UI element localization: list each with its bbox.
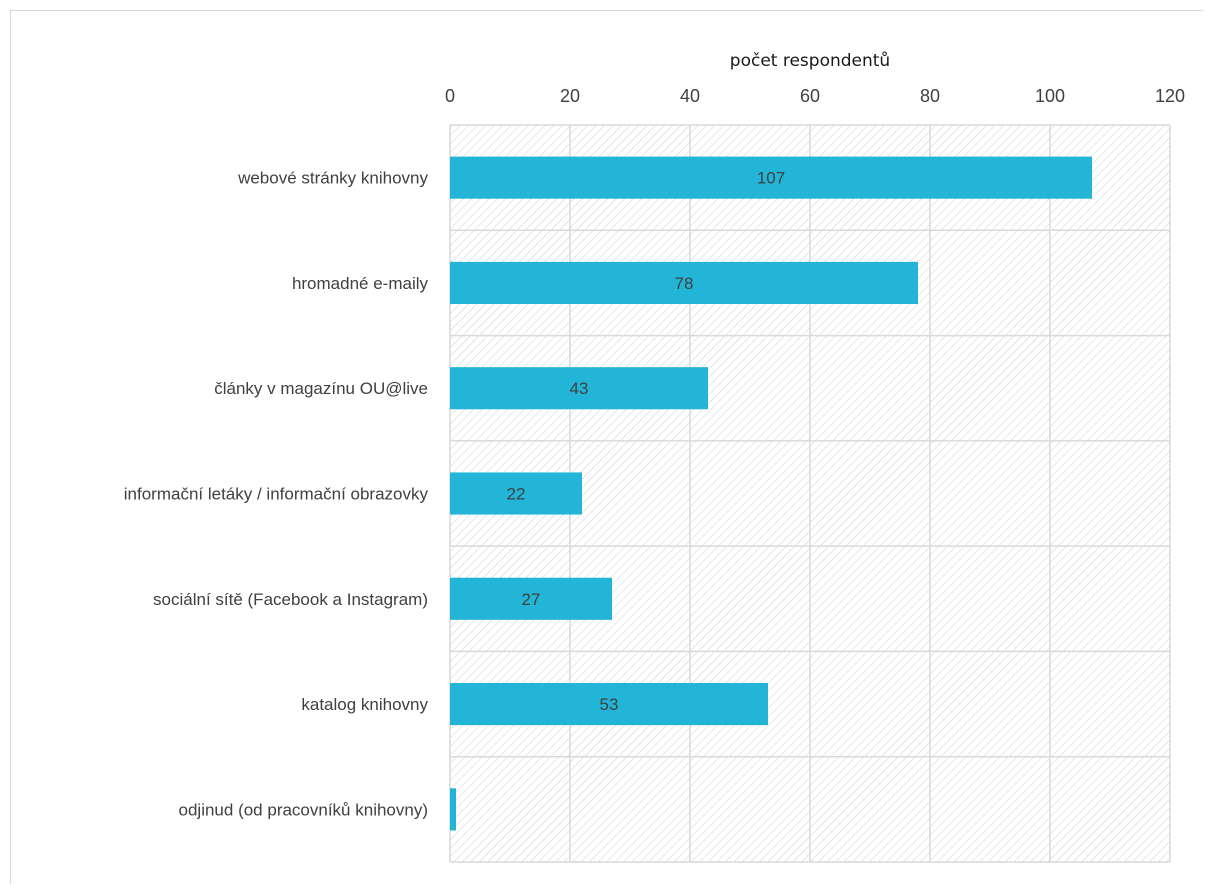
data-label: 22 — [507, 485, 526, 504]
x-tick-label: 60 — [800, 86, 820, 106]
bar — [450, 367, 708, 410]
x-axis-title: počet respondentů — [730, 51, 890, 71]
category-labels: webové stránky knihovny hromadné e-maily č… — [124, 169, 429, 820]
bar — [450, 472, 582, 515]
data-label: 107 — [757, 169, 785, 188]
bar — [450, 577, 612, 620]
x-tick-label: 20 — [560, 86, 580, 106]
data-label: 43 — [570, 379, 589, 398]
category-label: webové stránky knihovny — [237, 169, 428, 188]
bar — [450, 261, 918, 304]
category-label: odjinud (od pracovníků knihovny) — [179, 800, 428, 819]
category-label: sociální sítě (Facebook a Instagram) — [153, 590, 428, 609]
data-label: 53 — [600, 695, 619, 714]
chart-frame — [10, 10, 1203, 884]
data-label: 78 — [675, 274, 694, 293]
x-tick-label: 120 — [1155, 86, 1185, 106]
category-label: hromadné e-maily — [292, 274, 429, 293]
bar — [450, 683, 768, 726]
x-axis-ticks: 0 20 40 60 80 100 120 — [445, 86, 1185, 106]
bar — [450, 788, 456, 831]
x-tick-label: 0 — [445, 86, 455, 106]
category-label: články v magazínu OU@live — [214, 379, 428, 398]
x-tick-label: 100 — [1035, 86, 1065, 106]
bar — [450, 156, 1092, 199]
category-label: katalog knihovny — [301, 695, 428, 714]
data-label: 27 — [522, 590, 541, 609]
bars: 107 78 43 22 27 53 — [450, 156, 1092, 831]
category-label: informační letáky / informační obrazovky — [124, 485, 429, 504]
x-tick-label: 40 — [680, 86, 700, 106]
x-tick-label: 80 — [920, 86, 940, 106]
